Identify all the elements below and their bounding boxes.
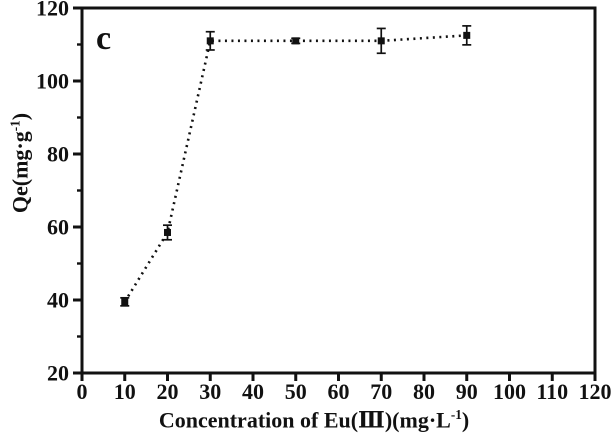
x-axis-title-superscript: -1 (450, 407, 462, 422)
data-point-marker (292, 37, 300, 45)
data-point-marker (121, 298, 129, 306)
x-tick-label: 110 (536, 379, 568, 404)
x-tick-label: 40 (242, 379, 264, 404)
x-tick-label: 10 (114, 379, 136, 404)
x-tick-label: 60 (328, 379, 350, 404)
y-tick-label: 120 (36, 0, 69, 21)
data-point-marker (164, 228, 171, 236)
y-axis-title-close: ) (7, 112, 33, 121)
data-line (123, 34, 467, 303)
x-axis-title-close: ) (461, 407, 470, 433)
y-axis-title-superscript: -1 (7, 120, 23, 132)
data-points (121, 31, 471, 306)
y-tick-label: 100 (36, 69, 69, 94)
y-axis-ticks: 20 40 60 80 100 120 (36, 0, 82, 386)
x-tick-label: 50 (285, 379, 307, 404)
x-tick-label: 20 (157, 379, 179, 404)
data-point-marker (377, 37, 385, 45)
x-tick-label: 100 (493, 379, 526, 404)
x-axis-title: Concentration of Eu(Ⅲ)(mg·L-1) (159, 408, 469, 431)
x-tick-label: 30 (199, 379, 221, 404)
axis-frame (80, 6, 597, 375)
y-tick-label: 80 (47, 142, 69, 167)
x-tick-label: 0 (77, 379, 88, 404)
panel-label: c (96, 20, 112, 57)
y-tick-label: 60 (47, 215, 69, 240)
y-tick-label: 40 (47, 288, 69, 313)
data-point-marker (463, 31, 471, 39)
x-axis-title-text: Concentration of Eu(Ⅲ)(mg·L (158, 407, 451, 433)
error-bars (120, 25, 472, 307)
x-tick-label: 70 (370, 379, 392, 404)
y-axis-title-text: Qe(mg·g (7, 131, 33, 214)
x-tick-label: 80 (413, 379, 435, 404)
y-tick-label: 20 (47, 361, 69, 386)
data-point-marker (206, 37, 214, 45)
x-tick-label: 90 (456, 379, 478, 404)
y-axis-title: Qe(mg·g-1) (7, 112, 33, 214)
x-tick-label: 120 (579, 379, 611, 404)
x-axis-ticks: 0 10 20 30 40 50 60 70 80 90 100 110 120 (77, 373, 611, 404)
